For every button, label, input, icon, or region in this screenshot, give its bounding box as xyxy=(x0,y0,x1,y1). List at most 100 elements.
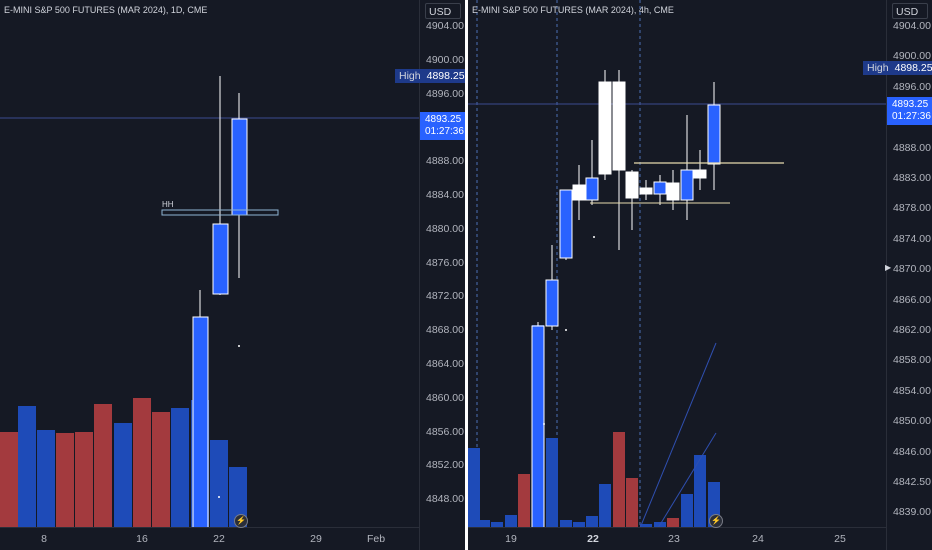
volume-bar xyxy=(586,516,598,528)
price-tick-label: 4856.00 xyxy=(426,425,464,438)
date-label: 16 xyxy=(136,533,148,545)
volume-bar xyxy=(573,522,585,528)
marker-dot xyxy=(543,423,545,425)
price-tick-label: 4883.00 xyxy=(893,172,931,184)
marker-dot xyxy=(238,345,240,347)
candle xyxy=(531,325,545,528)
price-tick-label: 4866.00 xyxy=(893,293,931,306)
price-tick-label: 4850.00 xyxy=(893,415,931,428)
price-tick-label: 4900.00 xyxy=(893,50,931,63)
price-tick-label: 4848.00 xyxy=(426,493,464,506)
volume-bar xyxy=(546,438,558,528)
volume-bar xyxy=(152,412,170,528)
lightning-icon[interactable]: ⚡ xyxy=(709,514,723,528)
bar-countdown: 01:27:36 xyxy=(892,111,931,122)
date-label: 25 xyxy=(834,533,846,545)
volume-bar xyxy=(56,433,74,528)
price-tick-label: 4868.00 xyxy=(426,324,464,337)
candle xyxy=(545,279,559,327)
price-tick-label: 4872.00 xyxy=(426,290,464,303)
date-label: 22 xyxy=(587,533,599,545)
candle xyxy=(598,81,612,175)
candle xyxy=(707,104,721,165)
candle xyxy=(666,182,680,201)
volume-bar xyxy=(478,520,490,528)
volume-bar xyxy=(505,515,517,528)
price-tick-label: 4842.50 xyxy=(893,476,931,488)
price-axis[interactable]: USD 4904.004900.004896.004892.004888.004… xyxy=(419,0,465,550)
price-tick-label: 4884.00 xyxy=(426,189,464,201)
candle xyxy=(559,189,573,259)
hh-annotation: HH xyxy=(162,200,174,209)
volume-bar xyxy=(560,520,572,528)
last-price: 4893.25 xyxy=(892,99,929,110)
scroll-right-icon[interactable]: ▶ xyxy=(885,263,892,272)
volume-bar xyxy=(37,430,55,528)
high-label: High xyxy=(867,62,889,74)
last-price-label: 4893.25 01:27:36 xyxy=(420,112,465,140)
price-tick-label: 4904.00 xyxy=(893,20,931,32)
marker-dot xyxy=(565,329,567,331)
price-tick-label: 4852.00 xyxy=(426,459,464,472)
price-tick-label: 4860.00 xyxy=(426,391,464,404)
4h-chart-canvas[interactable] xyxy=(468,0,887,528)
volume-bar xyxy=(491,522,503,528)
price-tick-label: 4839.00 xyxy=(893,506,931,519)
price-tick-label: 4878.00 xyxy=(893,202,931,215)
candle xyxy=(212,223,229,295)
pane-divider[interactable] xyxy=(465,0,468,550)
price-tick-label: 4854.00 xyxy=(893,384,931,397)
volume-bar xyxy=(613,432,625,528)
marker-dot xyxy=(218,496,220,498)
price-tick-label: 4858.00 xyxy=(893,354,931,367)
price-tick-label: 4876.00 xyxy=(426,256,464,269)
price-tick-label: 4900.00 xyxy=(426,53,464,66)
candle xyxy=(572,184,586,201)
volume-bar xyxy=(75,432,93,528)
high-value: 4898.25 xyxy=(894,62,932,74)
time-axis[interactable]: 8 16 22 29 Feb xyxy=(0,527,420,550)
price-tick-label: 4870.00 xyxy=(893,263,931,276)
price-tick-label: 4864.00 xyxy=(426,358,464,370)
lightning-icon[interactable]: ⚡ xyxy=(234,514,248,528)
volume-bar xyxy=(18,406,36,528)
price-axis[interactable]: USD 4904.004900.004896.004892.004888.004… xyxy=(886,0,932,550)
currency-button[interactable]: USD xyxy=(892,3,928,19)
price-tick-label: 4874.00 xyxy=(893,232,931,245)
trend-line xyxy=(639,342,717,528)
volume-bar xyxy=(667,518,679,528)
volume-bar xyxy=(640,524,652,528)
date-label: 22 xyxy=(213,533,225,545)
last-price-label: 4893.25 01:27:36 xyxy=(887,97,932,125)
volume-bar xyxy=(626,478,638,528)
candle xyxy=(625,171,639,199)
currency-button[interactable]: USD xyxy=(425,3,461,19)
price-tick-label: 4846.00 xyxy=(893,445,931,458)
price-tick-label: 4862.00 xyxy=(893,324,931,336)
date-label: Feb xyxy=(366,533,386,545)
candle xyxy=(639,187,653,195)
time-axis[interactable]: 19 22 23 24 25 xyxy=(468,527,887,550)
volume-bar xyxy=(681,494,693,528)
hh-zone xyxy=(161,209,279,216)
volume-bar xyxy=(599,484,611,528)
volume-bar xyxy=(229,467,247,528)
daily-chart-canvas[interactable] xyxy=(0,0,420,528)
candle xyxy=(693,169,707,179)
last-price: 4893.25 xyxy=(425,114,462,125)
volume-bar xyxy=(133,398,151,528)
daily-chart-pane[interactable]: E-MINI S&P 500 FUTURES (MAR 2024), 1D, C… xyxy=(0,0,465,550)
date-label: 23 xyxy=(668,533,680,545)
marker-dot xyxy=(593,236,595,238)
price-tick-label: 4896.00 xyxy=(426,87,464,100)
volume-bar xyxy=(694,455,706,528)
bar-countdown: 01:27:36 xyxy=(425,126,464,137)
price-tick-label: 4880.00 xyxy=(426,222,464,235)
4h-chart-pane[interactable]: E-MINI S&P 500 FUTURES (MAR 2024), 4h, C… xyxy=(468,0,932,550)
date-label: 8 xyxy=(41,533,47,545)
price-tick-label: 4888.00 xyxy=(426,155,464,168)
trend-line xyxy=(657,432,717,528)
candle xyxy=(680,169,694,201)
volume-bar xyxy=(0,432,18,528)
chart-title: E-MINI S&P 500 FUTURES (MAR 2024), 1D, C… xyxy=(4,5,208,15)
